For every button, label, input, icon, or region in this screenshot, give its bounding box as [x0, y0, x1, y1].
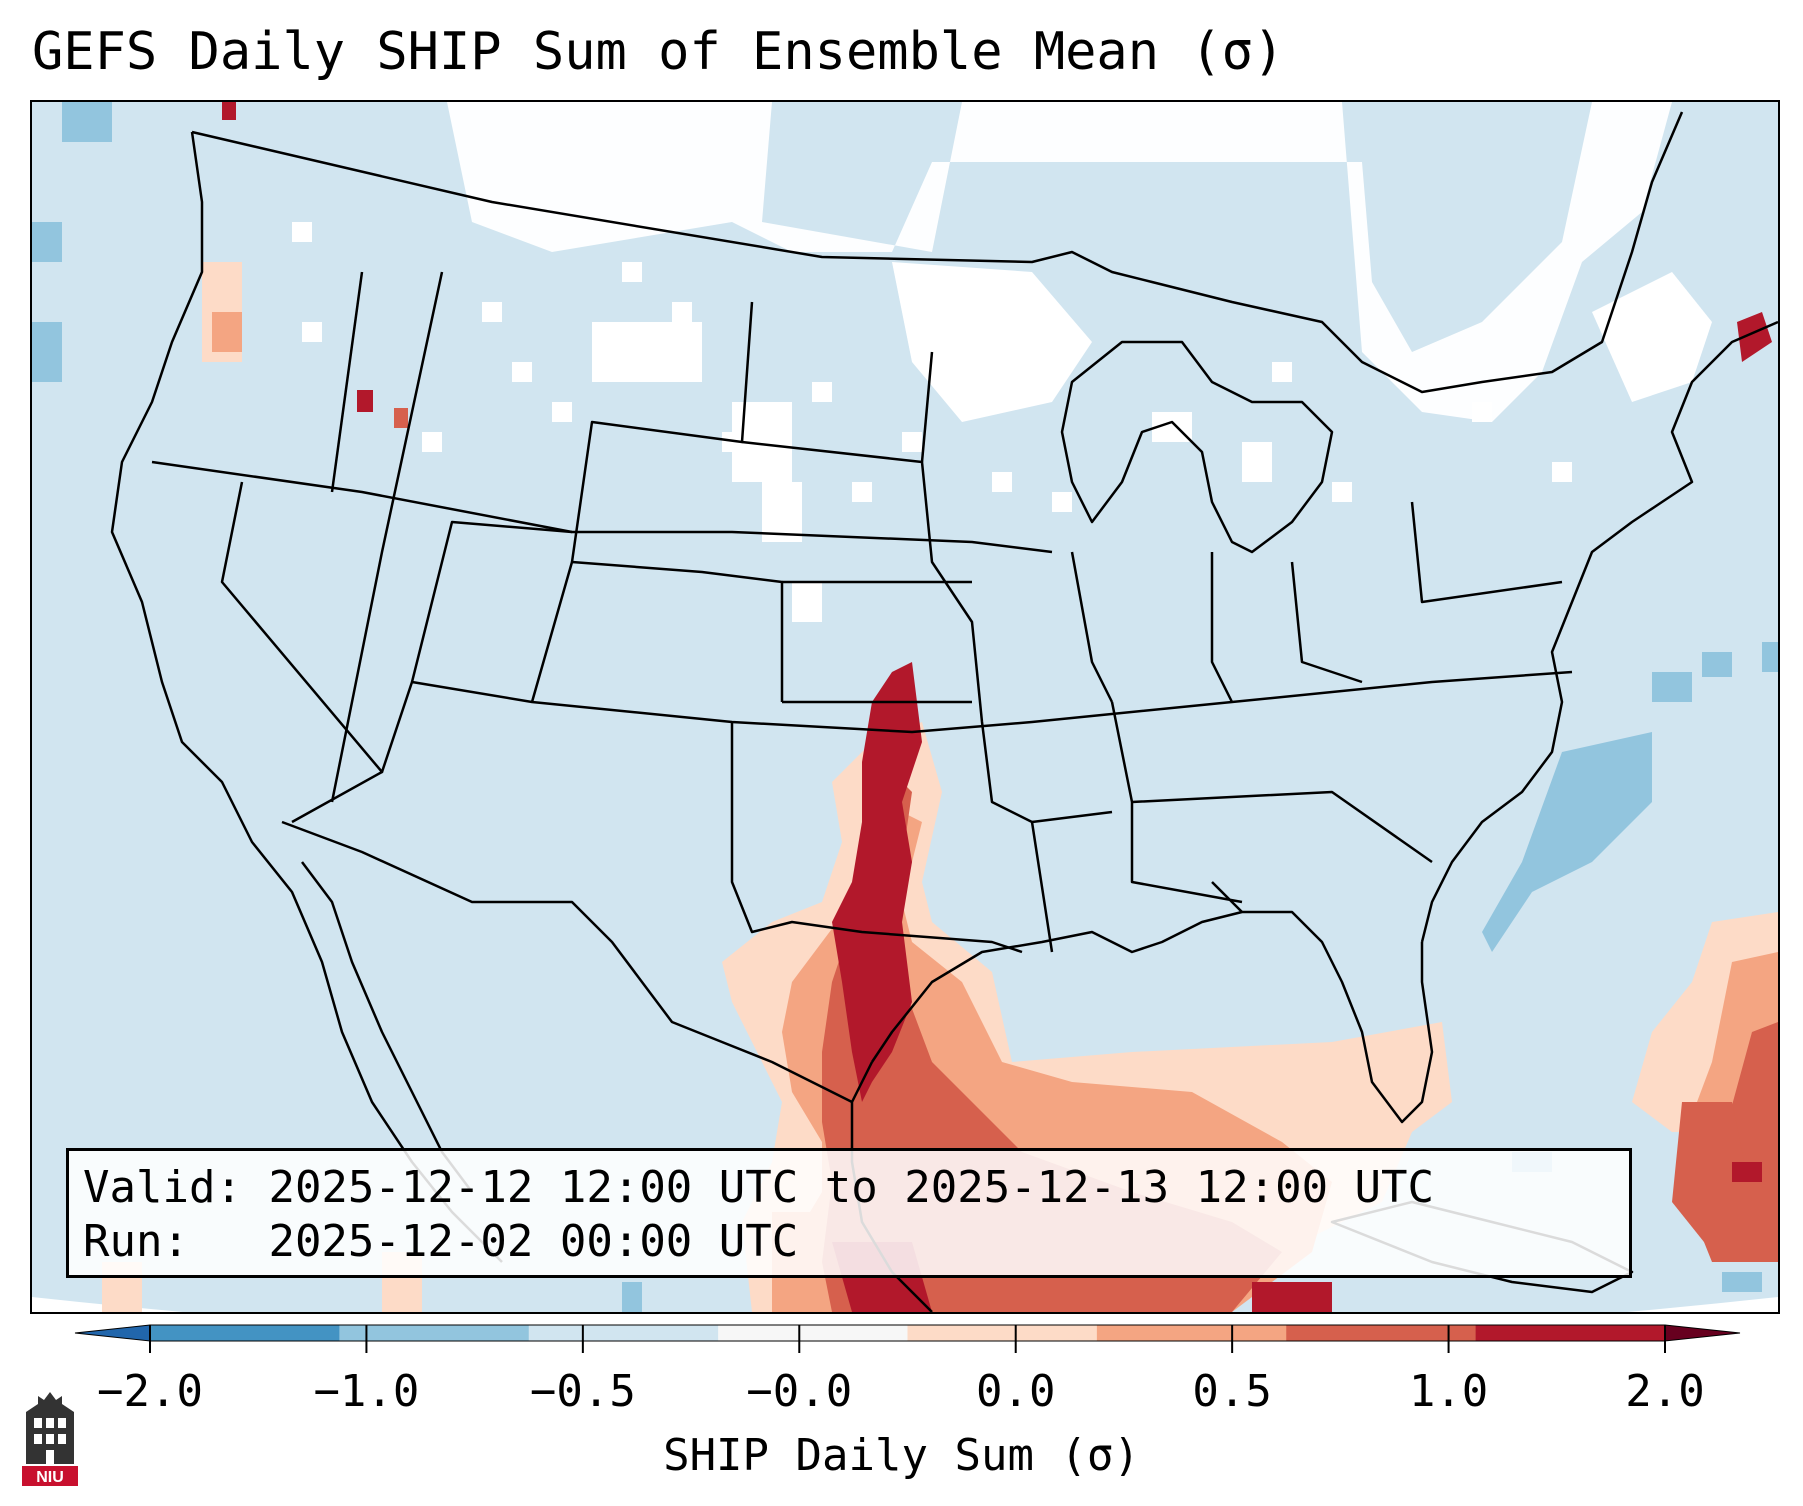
canada-neutral-region: [447, 102, 1712, 622]
gulf-coast: [870, 910, 1434, 1124]
colorbar-tick-label: 0.0: [975, 1366, 1056, 1417]
colorbar-segment: [1286, 1325, 1477, 1341]
state-line: [330, 271, 444, 803]
niu-logo: NIU: [22, 1392, 78, 1486]
state-line: [410, 520, 573, 683]
valid-run-info-box: Valid: 2025-12-12 12:00 UTC to 2025-12-1…: [66, 1148, 1632, 1278]
colorbar-segments: [74, 1324, 1741, 1342]
map-title: GEFS Daily SHIP Sum of Ensemble Mean (σ): [32, 22, 1285, 82]
state-line: [1290, 561, 1363, 684]
run-label: Run:: [83, 1216, 189, 1267]
colorbar-label: SHIP Daily Sum (σ): [663, 1430, 1140, 1481]
valid-label: Valid:: [83, 1162, 242, 1213]
state-line: [380, 670, 1573, 773]
canada-us-border: [191, 111, 1684, 394]
state-line: [530, 560, 784, 703]
west-coast: [110, 131, 503, 1263]
state-line: [1211, 881, 1243, 913]
colorbar-segment: [718, 1325, 908, 1341]
colorbar-segment: [339, 1325, 530, 1341]
state-line: [920, 351, 934, 463]
colorbar-segment: [907, 1325, 1098, 1341]
us-mexico-border: [281, 820, 853, 1104]
state-line: [570, 301, 754, 563]
colorbar-segment: [150, 1325, 340, 1341]
state-line: [1410, 501, 1563, 604]
state-line: [1031, 810, 1113, 824]
state-line: [1070, 551, 1114, 703]
colorbar-segment: [1475, 1325, 1666, 1341]
map-panel: [30, 100, 1780, 1314]
logo-text: NIU: [36, 1469, 64, 1486]
state-line: [330, 271, 364, 493]
colorbar-extend-low: [74, 1324, 151, 1342]
state-line: [151, 460, 1053, 554]
state-line: [1131, 790, 1433, 864]
colorbar-ticks: [149, 1325, 1666, 1353]
colorbar-segment: [1096, 1325, 1287, 1341]
state-line: [741, 440, 1054, 953]
ship-map: [32, 102, 1778, 1312]
colorbar-segment: [528, 1325, 719, 1341]
colorbar-tick-label: −2.0: [97, 1366, 203, 1417]
state-line: [730, 722, 1023, 954]
state-line: [220, 481, 384, 824]
run-value: 2025-12-02 00:00 UTC: [268, 1216, 799, 1267]
colorbar-tick-label: 0.5: [1192, 1366, 1272, 1417]
great-lakes: [1060, 340, 1334, 554]
colorbar-tick-label: −0.5: [529, 1366, 636, 1417]
colorbar: [74, 1324, 1741, 1353]
state-line: [1110, 701, 1243, 904]
state-line: [1210, 552, 1234, 703]
colorbar-tick-label: 1.0: [1408, 1366, 1489, 1417]
valid-value: 2025-12-12 12:00 UTC to 2025-12-13 12:00…: [268, 1162, 1435, 1213]
east-coast: [1420, 320, 1778, 943]
colorbar-tick-label: 2.0: [1625, 1366, 1705, 1417]
colorbar-tick-label: −1.0: [313, 1366, 420, 1417]
colorbar-extend-high: [1664, 1324, 1741, 1342]
colorbar-tick-label: −0.0: [746, 1366, 853, 1417]
scattered-neutral-cells: [292, 222, 1572, 512]
